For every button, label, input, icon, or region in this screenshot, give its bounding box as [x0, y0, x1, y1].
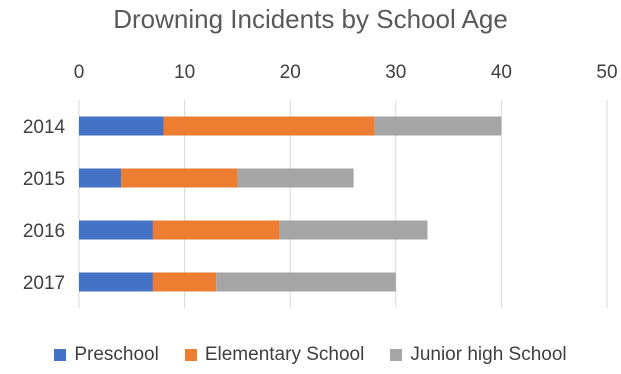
bar-elementary-school	[163, 116, 375, 136]
bar-junior-high-school	[216, 272, 396, 292]
chart-title: Drowning Incidents by School Age	[113, 4, 508, 34]
bar-junior-high-school	[374, 116, 502, 136]
x-tick-label: 50	[596, 62, 617, 83]
category-label: 2015	[23, 169, 65, 190]
category-label: 2017	[23, 273, 65, 294]
bar-elementary-school	[121, 168, 238, 188]
x-tick-label: 10	[174, 62, 195, 83]
bar-elementary-school	[152, 220, 280, 240]
bar-junior-high-school	[237, 168, 354, 188]
bar-preschool	[79, 272, 153, 292]
legend-item: Preschool	[54, 344, 159, 366]
category-label: 2014	[23, 117, 66, 138]
legend-swatch	[184, 349, 197, 361]
bar-preschool	[79, 168, 122, 188]
legend-swatch	[390, 349, 403, 361]
legend: Preschool Elementary School Junior high Sc…	[0, 344, 621, 366]
legend-swatch	[54, 349, 67, 361]
legend-item: Elementary School	[184, 344, 365, 366]
bar-elementary-school	[152, 272, 217, 292]
legend-label: Junior high School	[410, 344, 567, 365]
bar-junior-high-school	[279, 220, 428, 240]
x-tick-label: 20	[280, 62, 301, 83]
x-tick-label: 0	[74, 62, 85, 83]
category-label: 2016	[23, 221, 65, 242]
legend-label: Preschool	[74, 344, 159, 365]
x-tick-label: 40	[491, 62, 512, 83]
bar-preschool	[79, 220, 153, 240]
legend-label: Elementary School	[204, 344, 365, 365]
bar-preschool	[79, 116, 164, 136]
legend-item: Junior high School	[390, 344, 567, 366]
x-tick-label: 30	[385, 62, 406, 83]
